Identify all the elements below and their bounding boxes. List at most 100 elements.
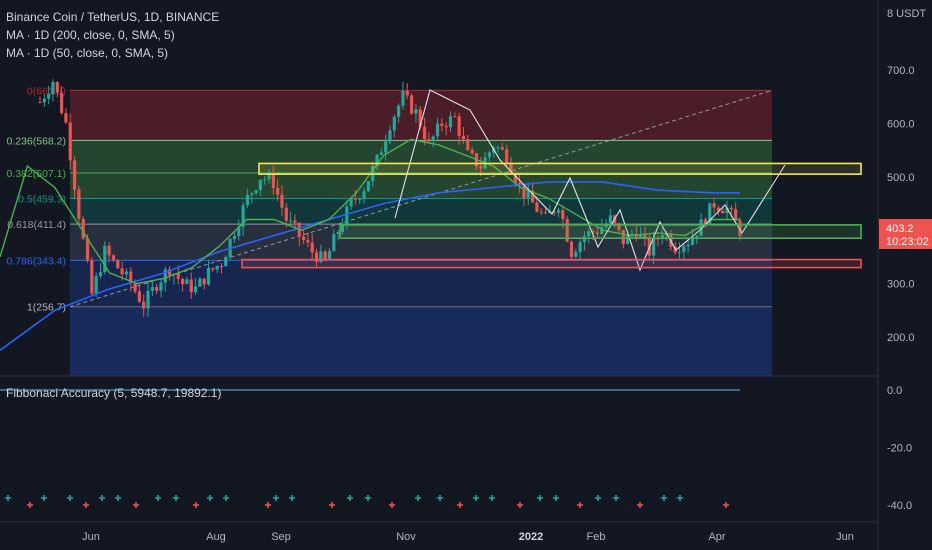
candle-body (150, 287, 154, 291)
candle-body (60, 92, 64, 114)
candle-body (518, 182, 522, 185)
candle-body (224, 256, 228, 267)
candle-body (565, 219, 569, 242)
indicator-marker (27, 502, 33, 508)
candle-body (189, 279, 193, 293)
symbol-title[interactable]: Binance Coin / TetherUS, 1D, BINANCE (6, 10, 220, 24)
indicator-marker (613, 495, 619, 501)
candle-body (159, 282, 163, 291)
candle-body (293, 220, 297, 223)
candle-body (362, 191, 366, 200)
candle-body (431, 136, 435, 141)
candle-body (77, 189, 81, 219)
candle-body (617, 223, 621, 230)
sr-zones[interactable] (241, 162, 862, 269)
price-tick-label: 300.0 (887, 279, 915, 291)
candle-body (690, 237, 695, 245)
candle-body (211, 267, 215, 270)
ma50-legend[interactable]: MA · 1D (50, close, 0, SMA, 5) (6, 46, 169, 60)
candle-body (90, 260, 94, 294)
candle-body (155, 287, 159, 291)
candle-body (51, 82, 55, 95)
indicator-legend[interactable]: Fibbonaci Accuracy (5, 5948.7, 19892.1) (6, 386, 222, 400)
candle-body (734, 209, 738, 221)
candle-body (345, 206, 349, 226)
candle-body (55, 82, 59, 93)
candle-body (435, 123, 440, 137)
indicator-marker (265, 502, 271, 508)
candle-body (366, 181, 370, 192)
candle-body (578, 242, 582, 253)
candle-body (569, 241, 574, 257)
candle-body (677, 251, 682, 253)
candle-body (505, 149, 509, 163)
candle-body (401, 90, 405, 106)
indicator-marker (595, 495, 601, 501)
zigzag-pattern[interactable] (394, 89, 786, 272)
candle-body (608, 215, 612, 224)
fib-level-label: 0.618(411.4) (7, 219, 66, 231)
indicator-marker (661, 495, 667, 501)
indicator-marker (415, 495, 421, 501)
candle-body (712, 203, 716, 208)
candle-body (301, 236, 306, 241)
candle-body (314, 252, 319, 262)
candle-body (591, 231, 595, 233)
candle-body (530, 190, 535, 203)
candle-body (64, 113, 68, 123)
candle-body (600, 227, 604, 234)
support-zone[interactable] (339, 224, 862, 240)
candle-body (461, 135, 466, 140)
indicator-marker (473, 495, 479, 501)
fib-trend-line[interactable] (69, 89, 773, 308)
candle-body (340, 225, 345, 232)
last-price: 403.2 (886, 223, 914, 235)
candle-body (310, 242, 314, 253)
ma200-legend[interactable]: MA · 1D (200, close, 0, SMA, 5) (6, 28, 175, 42)
time-axis[interactable]: Jun Aug Sep Nov 2022 Feb Apr Jun (82, 531, 854, 543)
indicator-marker (457, 502, 463, 508)
candle-body (120, 268, 124, 275)
indicator-tick-label: -20.0 (887, 443, 912, 455)
candle-body (168, 269, 172, 275)
candle-body (509, 162, 513, 174)
candle-body (699, 219, 703, 236)
indicator-marker (5, 495, 11, 501)
time-tick-label: Jun (836, 531, 854, 543)
candle-body (280, 194, 284, 208)
candle-body (306, 240, 310, 243)
candle-body (349, 198, 353, 207)
candle-body (479, 166, 483, 169)
indicator-marker (517, 502, 523, 508)
candle-body (539, 211, 543, 213)
candle-body (323, 251, 327, 260)
indicator-marker (389, 502, 395, 508)
candle-body (725, 207, 729, 214)
candle-body (219, 265, 224, 267)
candle-body (206, 267, 211, 285)
candle-body (47, 94, 51, 99)
candle-body (98, 272, 103, 276)
candle-body (176, 273, 180, 279)
candle-body (353, 198, 358, 200)
candle-body (457, 116, 461, 136)
time-tick-label: 2022 (519, 531, 543, 543)
candle-body (587, 231, 591, 237)
fib-zone (70, 173, 772, 199)
indicator-marker (193, 502, 199, 508)
price-axis[interactable]: 700.0 600.0 500.0 300.0 200.0 (887, 65, 915, 344)
strong-support-zone[interactable] (241, 258, 862, 269)
currency-label[interactable]: 8 USDT (887, 8, 927, 20)
indicator-marker (723, 502, 729, 508)
fib-level-label: 0.786(343.4) (6, 255, 66, 267)
indicator-marker (289, 495, 295, 501)
indicator-axis[interactable]: 0.0 -20.0 -40.0 (887, 385, 912, 512)
fib-zone (70, 306, 772, 376)
candle-body (686, 244, 690, 247)
candle-body (202, 278, 206, 285)
indicator-marker (99, 495, 105, 501)
candle-body (695, 235, 699, 238)
candle-body (267, 174, 271, 180)
resistance-zone[interactable] (258, 162, 862, 175)
